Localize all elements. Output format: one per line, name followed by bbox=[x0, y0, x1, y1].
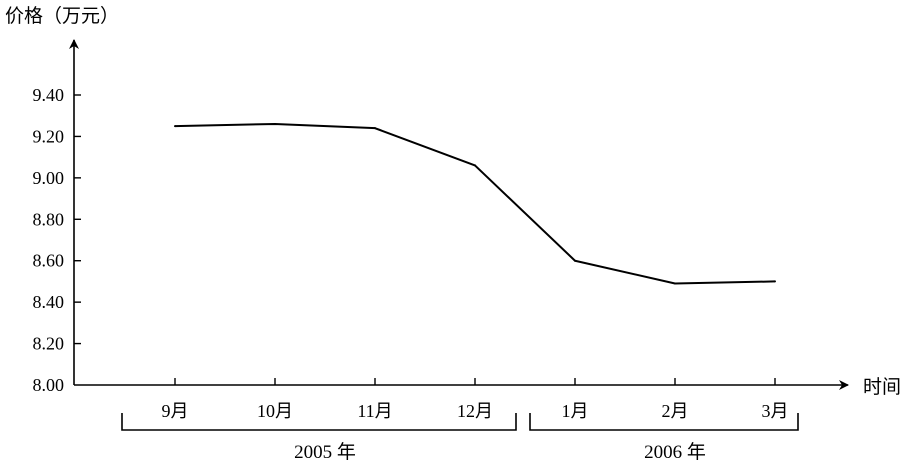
y-tick-label: 8.00 bbox=[33, 375, 65, 395]
y-tick-label: 9.40 bbox=[33, 85, 65, 105]
y-tick-label: 8.60 bbox=[33, 251, 65, 271]
data-point bbox=[574, 259, 576, 262]
year-bracket bbox=[121, 413, 517, 431]
y-tick-label: 8.80 bbox=[33, 209, 65, 229]
y-axis-title: 价格（万元） bbox=[5, 5, 119, 27]
series-line bbox=[174, 123, 776, 285]
x-tick-label: 3月 bbox=[762, 401, 789, 421]
x-tick-label: 2月 bbox=[662, 401, 689, 421]
year-label: 2005 年 bbox=[294, 441, 356, 463]
x-tick-label: 12月 bbox=[457, 401, 493, 421]
x-tick-label: 1月 bbox=[562, 401, 589, 421]
y-tick-label: 8.20 bbox=[33, 334, 65, 354]
data-point bbox=[774, 280, 776, 283]
year-label: 2006 年 bbox=[644, 441, 706, 463]
data-point bbox=[174, 125, 176, 128]
x-tick-label: 11月 bbox=[357, 401, 392, 421]
data-point bbox=[474, 164, 476, 167]
y-tick-label: 9.20 bbox=[33, 126, 65, 146]
data-point bbox=[374, 127, 376, 130]
year-bracket bbox=[529, 413, 799, 431]
y-ticks: 8.00 8.20 8.40 8.60 8.80 9.00 9.20 9.40 bbox=[33, 85, 81, 395]
series-group bbox=[174, 123, 776, 285]
year-groups: 2005 年 2006 年 bbox=[121, 413, 799, 463]
data-point bbox=[274, 123, 276, 125]
x-ticks: 9月 10月 11月 12月 1月 2月 3月 bbox=[162, 378, 789, 421]
x-tick-label: 9月 bbox=[162, 401, 189, 421]
y-tick-label: 9.00 bbox=[33, 168, 65, 188]
x-tick-label: 10月 bbox=[257, 401, 293, 421]
x-axis-title: 时间 bbox=[863, 376, 901, 398]
data-point bbox=[674, 282, 676, 285]
y-tick-label: 8.40 bbox=[33, 292, 65, 312]
